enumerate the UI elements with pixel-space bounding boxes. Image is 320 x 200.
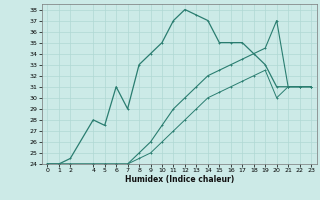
X-axis label: Humidex (Indice chaleur): Humidex (Indice chaleur) (124, 175, 234, 184)
